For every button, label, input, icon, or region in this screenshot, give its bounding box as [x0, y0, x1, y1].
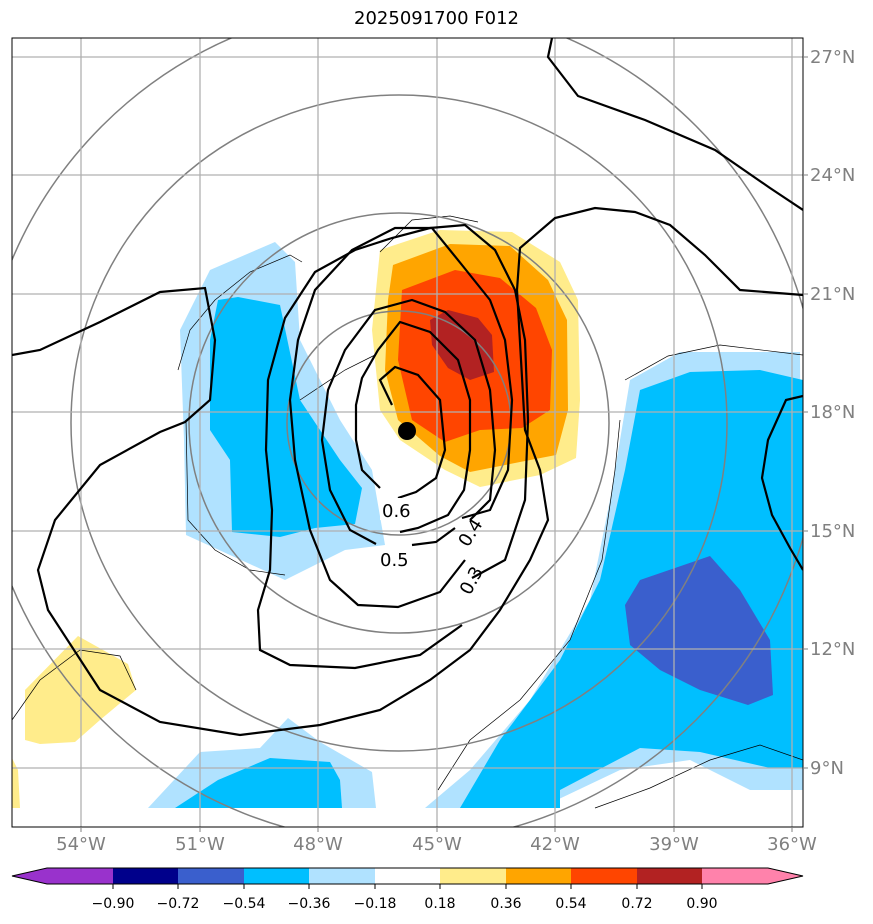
latitude-label: 21°N: [810, 284, 855, 305]
contour-0.6: [354, 320, 472, 534]
map-frame: [11, 37, 804, 828]
colorbar-bin: [309, 868, 375, 884]
contour-0.3: [256, 223, 530, 670]
colorbar-label: −0.90: [92, 896, 135, 912]
colorbar-bin: [440, 868, 506, 884]
colorbar-bin: [113, 868, 178, 884]
contour-label: 0.3: [456, 563, 488, 598]
contour-0.4: [288, 226, 514, 609]
colorbar-label: −0.72: [157, 896, 200, 912]
negative-shading-medium: [175, 758, 342, 808]
longitude-label: 36°W: [767, 834, 817, 855]
colorbar-bin: [702, 868, 768, 884]
latitude-label: 9°N: [810, 758, 844, 779]
contour-0.2: [12, 206, 803, 737]
contour-label: 0.5: [380, 550, 409, 571]
negative-shading-medium: [460, 370, 803, 808]
storm-center-marker: [398, 422, 416, 440]
latitude-label: 18°N: [810, 402, 855, 423]
contour-0.2-right: [760, 394, 803, 571]
latitude-axis: 27°N 24°N 21°N 18°N 15°N 12°N 9°N: [803, 47, 855, 779]
colorbar-label: 0.54: [555, 896, 586, 912]
plot-title: 2025091700 F012: [354, 8, 519, 29]
longitude-axis: 54°W 51°W 48°W 45°W 42°W 39°W 36°W: [56, 827, 817, 855]
colorbar-bin: [244, 868, 309, 884]
latitude-label: 12°N: [810, 639, 855, 660]
colorbar-label: 0.90: [686, 896, 717, 912]
latitude-label: 27°N: [810, 47, 855, 68]
longitude-label: 42°W: [530, 834, 580, 855]
colorbar-label: −0.54: [223, 896, 266, 912]
positive-shading-light: [12, 758, 20, 808]
colorbar-label: −0.18: [354, 896, 397, 912]
colorbar-extend-high: [768, 868, 803, 884]
colorbar-bin: [47, 868, 113, 884]
longitude-label: 45°W: [412, 834, 462, 855]
colorbar: −0.90 −0.72 −0.54 −0.36 −0.18 0.18 0.36 …: [11, 867, 804, 912]
colorbar-label: 0.72: [621, 896, 652, 912]
colorbar-label: 0.18: [424, 896, 455, 912]
longitude-label: 39°W: [649, 834, 699, 855]
latitude-label: 15°N: [810, 521, 855, 542]
colorbar-bin: [506, 868, 571, 884]
colorbar-label: −0.36: [288, 896, 331, 912]
colorbar-label: 0.36: [490, 896, 521, 912]
gridlines: [12, 38, 803, 827]
contour-0.5: [320, 298, 497, 547]
contour-label: 0.6: [382, 501, 411, 522]
colorbar-extend-low: [12, 868, 47, 884]
contour-label: 0.4: [454, 515, 487, 550]
negative-shading-dark: [625, 556, 773, 705]
colorbar-bin: [571, 868, 637, 884]
positive-shading-darkred: [430, 310, 494, 380]
contours: [12, 38, 803, 737]
colorbar-outline: [11, 867, 804, 885]
longitude-label: 51°W: [175, 834, 225, 855]
thin-outlines: [12, 215, 803, 809]
longitude-label: 48°W: [293, 834, 343, 855]
longitude-label: 54°W: [56, 834, 106, 855]
colorbar-bin: [637, 868, 702, 884]
contour-labels: 0.6 0.5 0.4 0.3: [378, 498, 488, 598]
latitude-label: 24°N: [810, 165, 855, 186]
colorbar-bin: [178, 868, 244, 884]
colorbar-bin: [375, 868, 440, 884]
map-area: [12, 38, 803, 827]
contour-0.1: [546, 38, 803, 211]
negative-shading-medium: [210, 297, 362, 537]
